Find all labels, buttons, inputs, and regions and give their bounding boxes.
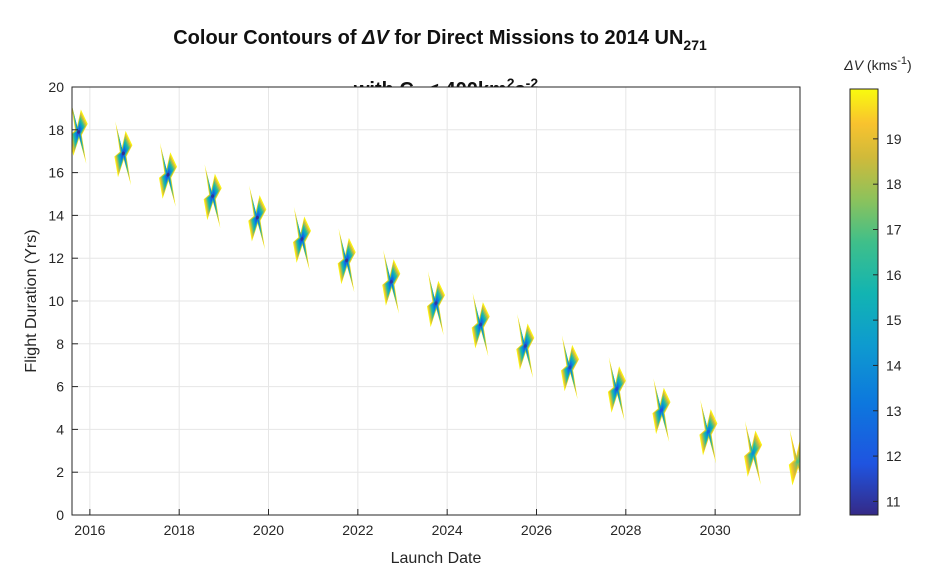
minimum-dv-point: [523, 344, 527, 348]
minimum-dv-point: [211, 194, 215, 198]
minimum-dv-point: [121, 151, 125, 155]
launch-window: [337, 228, 356, 293]
minimum-dv-point: [568, 365, 572, 369]
launch-window: [114, 121, 133, 186]
minimum-dv-point: [706, 429, 711, 434]
minimum-dv-point: [751, 451, 755, 455]
colorbar-tick-label: 12: [886, 448, 902, 464]
colorbar-tick-label: 18: [886, 176, 902, 192]
minimum-dv-point: [615, 387, 619, 391]
x-ticks: 2016 2018 2020 2022 2024 2026 2028 2030: [74, 509, 731, 538]
launch-window: [159, 142, 177, 207]
x-tick-label: 2030: [700, 522, 731, 538]
y-tick-label: 8: [56, 336, 64, 352]
y-tick-label: 12: [48, 250, 64, 266]
y-tick-label: 14: [48, 207, 64, 223]
minimum-dv-point: [479, 322, 483, 327]
launch-window: [427, 271, 445, 336]
x-tick-label: 2026: [521, 522, 552, 538]
y-tick-label: 2: [56, 464, 64, 480]
minimum-dv-point: [659, 408, 664, 412]
y-tick-label: 10: [48, 293, 64, 309]
y-axis-label: Flight Duration (Yrs): [23, 229, 40, 372]
x-tick-label: 2016: [74, 522, 105, 538]
x-axis-label: Launch Date: [391, 550, 482, 567]
launch-window: [382, 249, 401, 314]
minimum-dv-point: [255, 215, 259, 220]
colorbar-tick-label: 13: [886, 403, 902, 419]
launch-window: [248, 185, 267, 250]
colorbar-tick-label: 14: [886, 357, 902, 373]
launch-window: [72, 105, 88, 164]
launch-window: [699, 399, 718, 464]
minimum-dv-point: [300, 237, 304, 241]
colorbar-gradient: [849, 88, 879, 516]
colorbar-tick-label: 19: [886, 131, 902, 147]
x-tick-label: 2020: [253, 522, 284, 538]
minimum-dv-point: [389, 280, 393, 284]
y-tick-label: 0: [56, 507, 64, 523]
y-tick-label: 16: [48, 165, 64, 181]
colorbar-ticks: 11 12 13 14 15 16 17 18 19: [873, 131, 902, 509]
y-tick-label: 4: [56, 421, 64, 437]
y-ticks: 0 2 4 6 8 10 12 14 16 18 20: [48, 79, 78, 523]
y-tick-label: 20: [48, 79, 64, 95]
colorbar-tick-label: 16: [886, 267, 902, 283]
launch-windows: [72, 105, 800, 486]
x-tick-label: 2024: [432, 522, 463, 538]
launch-window: [744, 420, 763, 485]
x-tick-label: 2028: [610, 522, 641, 538]
x-tick-label: 2022: [342, 522, 373, 538]
colorbar-tick-label: 11: [886, 493, 901, 509]
launch-window: [516, 313, 535, 378]
y-tick-label: 18: [48, 122, 64, 138]
launch-window: [203, 164, 222, 229]
minimum-dv-point: [166, 173, 170, 177]
colorbar-tick-label: 17: [886, 221, 902, 237]
colorbar: 11 12 13 14 15 16 17 18 19 ΔV (kms-1): [843, 55, 912, 516]
launch-window: [561, 335, 579, 400]
launch-window: [607, 356, 626, 421]
minimum-dv-point: [434, 301, 438, 305]
launch-window: [471, 292, 490, 357]
launch-window: [788, 429, 800, 486]
colorbar-label: ΔV (kms-1): [843, 55, 911, 73]
x-tick-label: 2018: [164, 522, 195, 538]
launch-window: [293, 206, 311, 271]
chart-title-line1: Colour Contours of ΔV for Direct Mission…: [173, 27, 707, 53]
colorbar-tick-label: 15: [886, 312, 902, 328]
minimum-dv-point: [345, 258, 349, 262]
launch-window: [652, 378, 671, 443]
minimum-dv-point: [796, 459, 800, 464]
y-tick-label: 6: [56, 379, 64, 395]
minimum-dv-point: [77, 130, 81, 134]
